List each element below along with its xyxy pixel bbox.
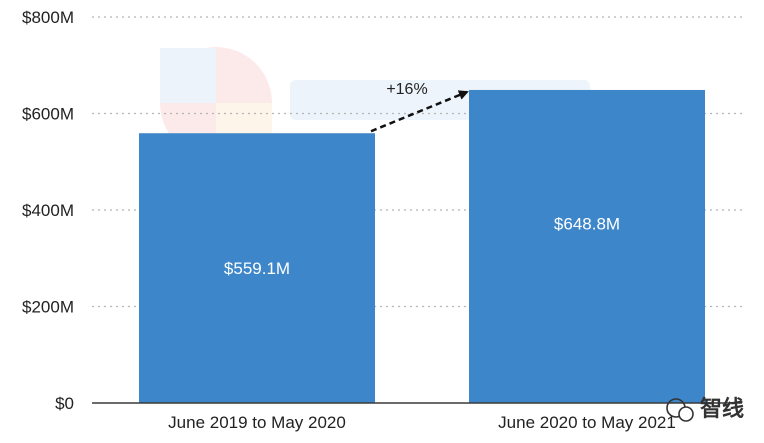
watermark-quadrant-blue <box>160 48 216 103</box>
bar-value-label: $648.8M <box>554 214 620 233</box>
x-axis-categories: June 2019 to May 2020 June 2020 to May 20… <box>168 413 676 432</box>
wechat-icon-small <box>678 406 694 422</box>
y-tick-label: $600M <box>22 105 74 124</box>
growth-arrow <box>370 90 469 133</box>
y-tick-label: $800M <box>22 8 74 27</box>
bars: $559.1M $648.8M <box>139 89 705 403</box>
y-tick-label: $400M <box>22 201 74 220</box>
watermark-badge: 智线 <box>666 396 744 422</box>
y-axis-ticks: $0 $200M $400M $600M $800M <box>22 8 74 413</box>
y-tick-label: $200M <box>22 298 74 317</box>
bar-value-label: $559.1M <box>224 259 290 278</box>
x-category-label: June 2020 to May 2021 <box>498 413 676 432</box>
bar <box>139 133 375 403</box>
growth-label: +16% <box>386 81 427 98</box>
watermark-circle-red <box>160 47 272 159</box>
y-tick-label: $0 <box>55 394 74 413</box>
x-category-label: June 2019 to May 2020 <box>168 413 346 432</box>
watermark-label: 智线 <box>700 396 744 421</box>
growth-annotation: +16% <box>370 81 469 133</box>
bar <box>469 89 705 403</box>
